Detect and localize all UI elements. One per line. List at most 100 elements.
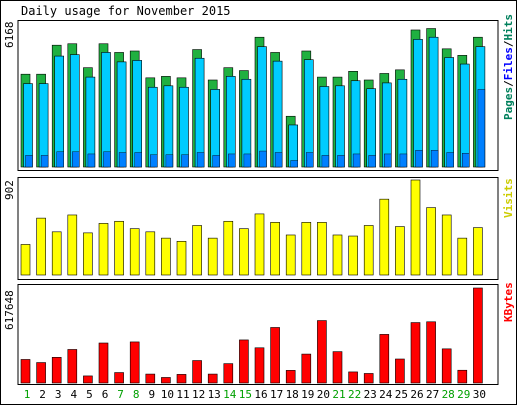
files-bar <box>38 83 49 168</box>
x-tick-label: 24 <box>379 388 393 401</box>
visits-bar <box>332 234 343 276</box>
files-bar <box>194 57 205 168</box>
pages-bar <box>243 153 252 168</box>
files-bar <box>319 86 330 168</box>
visits-bar <box>176 240 187 276</box>
x-tick-label: 8 <box>133 388 140 401</box>
visits-bar <box>270 222 280 276</box>
files-bar <box>272 60 283 168</box>
pages-bar <box>384 153 392 168</box>
visits-bar <box>36 217 46 276</box>
kbytes-bar <box>207 373 218 384</box>
kbytes-bar <box>285 370 296 384</box>
kbytes-bar <box>98 342 109 384</box>
files-bar <box>459 63 470 168</box>
kbytes-bars <box>20 287 483 384</box>
kbytes-bar <box>410 322 421 384</box>
kbytes-bar <box>379 334 390 384</box>
kbytes-ymax-label: 617648 <box>3 290 16 330</box>
kbytes-bar <box>83 375 93 384</box>
pages-bar <box>446 152 454 168</box>
kbytes-bar <box>363 373 374 384</box>
x-tick-label: 18 <box>286 388 299 401</box>
hits-panel: 6168 Pages/Files/Hits <box>3 14 515 171</box>
x-tick-label: 12 <box>192 388 205 401</box>
kbytes-bar <box>223 363 234 384</box>
x-tick-label: 22 <box>348 388 361 401</box>
visits-bar <box>83 232 93 276</box>
x-tick-label: 13 <box>208 388 221 401</box>
kbytes-bar <box>239 339 249 384</box>
pages-bar <box>181 154 189 168</box>
kbytes-bar <box>51 357 62 384</box>
pages-bar <box>477 89 486 168</box>
visits-bar <box>145 231 156 276</box>
x-tick-label: 7 <box>117 388 124 401</box>
kbytes-bar <box>114 372 124 384</box>
x-tick-label: 17 <box>270 388 283 401</box>
kbytes-bar <box>176 374 187 384</box>
pages-bar <box>399 153 408 168</box>
kbytes-bar <box>457 369 468 384</box>
kbytes-bar <box>332 351 343 384</box>
files-bar <box>116 61 127 168</box>
x-tick-label: 15 <box>239 388 252 401</box>
x-tick-label: 21 <box>332 388 345 401</box>
visits-bar <box>457 237 468 276</box>
pages-bar <box>150 154 158 168</box>
kbytes-bar <box>395 358 405 384</box>
legend-separator: / <box>502 80 515 87</box>
kbytes-bar <box>145 373 156 384</box>
visits-bar <box>223 220 234 276</box>
visits-bar <box>20 244 31 276</box>
kbytes-bar <box>317 320 327 384</box>
x-tick-label: 26 <box>410 388 423 401</box>
files-bar <box>226 76 236 168</box>
legend-files: Files <box>502 47 515 80</box>
files-bar <box>303 59 314 168</box>
visits-bar <box>441 214 452 276</box>
pages-bar <box>212 155 220 168</box>
kbytes-bar <box>36 362 46 384</box>
legend-separator: / <box>502 40 515 47</box>
x-tick-label: 29 <box>457 388 470 401</box>
x-tick-label: 28 <box>442 388 455 401</box>
legend-visits: Visits <box>502 178 515 218</box>
hits-legend-text: Pages/Files/Hits <box>502 14 515 120</box>
x-tick-label: 3 <box>55 388 62 401</box>
kbytes-legend: KBytes <box>502 282 515 322</box>
files-bar <box>132 60 142 168</box>
files-bar <box>257 46 267 168</box>
visits-bar <box>192 225 202 276</box>
legend-pages: Pages <box>502 87 515 120</box>
x-tick-label: 25 <box>395 388 408 401</box>
pages-bar <box>87 153 96 168</box>
x-tick-label: 11 <box>176 388 189 401</box>
pages-bar <box>103 151 111 168</box>
files-bar <box>335 85 345 168</box>
visits-ymax-label: 902 <box>3 180 16 200</box>
visits-bar <box>379 198 390 276</box>
pages-bar <box>40 155 49 168</box>
x-tick-label: 27 <box>426 388 439 401</box>
kbytes-bar <box>301 353 312 384</box>
pages-bar <box>165 154 174 168</box>
pages-bar <box>259 150 267 168</box>
visits-bar <box>473 227 483 276</box>
x-tick-label: 10 <box>161 388 174 401</box>
x-tick-label: 23 <box>364 388 377 401</box>
files-bar <box>54 55 65 168</box>
kbytes-bar <box>270 327 280 384</box>
visits-bar <box>285 234 296 276</box>
visits-bar <box>67 214 78 276</box>
kbytes-bar <box>473 287 483 384</box>
files-bar <box>23 83 33 168</box>
x-tick-label: 1 <box>24 388 31 401</box>
visits-bar <box>363 225 374 276</box>
legend-kbytes: KBytes <box>502 282 515 322</box>
pages-bar <box>134 152 142 168</box>
x-tick-label: 6 <box>102 388 109 401</box>
pages-bar <box>368 155 376 168</box>
